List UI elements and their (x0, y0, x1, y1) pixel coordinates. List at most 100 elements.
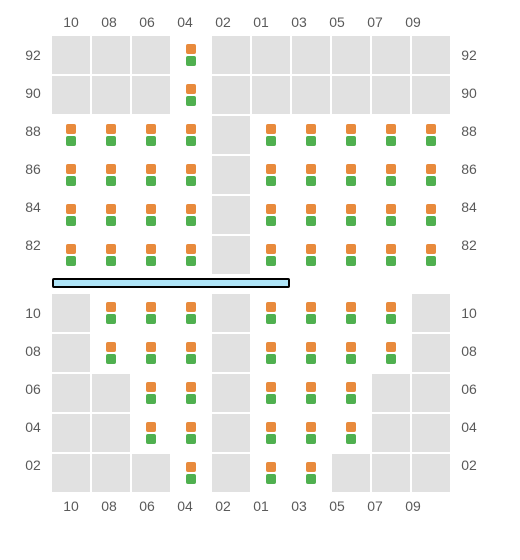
slot-occupied[interactable] (412, 196, 450, 234)
slot-occupied[interactable] (372, 334, 410, 372)
slot-empty (412, 374, 450, 412)
slot-occupied[interactable] (372, 116, 410, 154)
slot-occupied[interactable] (52, 196, 90, 234)
status-indicator-icon (186, 394, 196, 404)
slot-occupied[interactable] (52, 236, 90, 274)
slot-occupied[interactable] (132, 236, 170, 274)
slot-occupied[interactable] (372, 236, 410, 274)
status-indicator-icon (306, 462, 316, 472)
slot-empty (52, 334, 90, 372)
status-indicator-icon (186, 314, 196, 324)
slot-occupied[interactable] (332, 374, 370, 412)
slot-occupied[interactable] (252, 294, 290, 332)
slot-empty (412, 36, 450, 74)
status-indicator-icon (266, 204, 276, 214)
slot-occupied[interactable] (292, 156, 330, 194)
slot-occupied[interactable] (92, 156, 130, 194)
slot-occupied[interactable] (252, 454, 290, 492)
slot-occupied[interactable] (252, 414, 290, 452)
slot-occupied[interactable] (252, 116, 290, 154)
slot-occupied[interactable] (252, 156, 290, 194)
slot-occupied[interactable] (372, 196, 410, 234)
slot-empty (212, 334, 250, 372)
status-indicator-icon (306, 244, 316, 254)
slot-empty (212, 36, 250, 74)
status-indicator-icon (106, 124, 116, 134)
slot-occupied[interactable] (172, 236, 210, 274)
slot-occupied[interactable] (252, 374, 290, 412)
column-label: 03 (280, 492, 318, 520)
slot-occupied[interactable] (292, 116, 330, 154)
status-indicator-icon (146, 124, 156, 134)
slot-occupied[interactable] (292, 334, 330, 372)
row-label: 08 (14, 332, 52, 370)
row-label: 90 (450, 74, 488, 112)
slot-occupied[interactable] (172, 294, 210, 332)
slot-occupied[interactable] (292, 196, 330, 234)
slot-occupied[interactable] (132, 116, 170, 154)
slot-occupied[interactable] (332, 294, 370, 332)
slot-occupied[interactable] (132, 334, 170, 372)
slot-occupied[interactable] (252, 196, 290, 234)
slot-occupied[interactable] (372, 156, 410, 194)
slot-empty (332, 76, 370, 114)
slot-occupied[interactable] (52, 116, 90, 154)
slot-occupied[interactable] (172, 196, 210, 234)
slot-occupied[interactable] (332, 196, 370, 234)
slot-occupied[interactable] (292, 294, 330, 332)
row-label: 90 (14, 74, 52, 112)
slot-occupied[interactable] (92, 294, 130, 332)
slot-occupied[interactable] (332, 236, 370, 274)
slot-occupied[interactable] (132, 196, 170, 234)
row-label: 84 (14, 188, 52, 226)
slot-empty (292, 36, 330, 74)
slot-empty (372, 374, 410, 412)
column-label: 05 (318, 8, 356, 36)
status-indicator-icon (146, 256, 156, 266)
slot-occupied[interactable] (172, 414, 210, 452)
slot-occupied[interactable] (332, 156, 370, 194)
slot-occupied[interactable] (292, 454, 330, 492)
slot-occupied[interactable] (292, 414, 330, 452)
slot-empty (92, 454, 130, 492)
slot-occupied[interactable] (172, 116, 210, 154)
slot-occupied[interactable] (172, 334, 210, 372)
slot-occupied[interactable] (132, 414, 170, 452)
column-label: 09 (394, 8, 432, 36)
slot-empty (252, 76, 290, 114)
slot-occupied[interactable] (372, 294, 410, 332)
slot-occupied[interactable] (132, 294, 170, 332)
status-indicator-icon (426, 256, 436, 266)
slot-empty (412, 76, 450, 114)
column-label: 07 (356, 492, 394, 520)
slot-empty (212, 116, 250, 154)
slot-occupied[interactable] (172, 36, 210, 74)
status-indicator-icon (306, 302, 316, 312)
slot-occupied[interactable] (332, 116, 370, 154)
slot-occupied[interactable] (252, 334, 290, 372)
slot-occupied[interactable] (412, 156, 450, 194)
slot-empty (372, 76, 410, 114)
slot-occupied[interactable] (92, 236, 130, 274)
slot-occupied[interactable] (332, 414, 370, 452)
slot-occupied[interactable] (412, 116, 450, 154)
slot-occupied[interactable] (92, 334, 130, 372)
slot-occupied[interactable] (172, 454, 210, 492)
slot-occupied[interactable] (132, 156, 170, 194)
status-indicator-icon (426, 124, 436, 134)
slot-occupied[interactable] (172, 156, 210, 194)
slot-occupied[interactable] (92, 116, 130, 154)
status-indicator-icon (186, 422, 196, 432)
slot-occupied[interactable] (132, 374, 170, 412)
slot-occupied[interactable] (332, 334, 370, 372)
slot-occupied[interactable] (92, 196, 130, 234)
status-indicator-icon (266, 176, 276, 186)
slot-occupied[interactable] (52, 156, 90, 194)
slot-occupied[interactable] (172, 374, 210, 412)
slot-empty (372, 36, 410, 74)
slot-occupied[interactable] (292, 236, 330, 274)
slot-occupied[interactable] (172, 76, 210, 114)
slot-occupied[interactable] (292, 374, 330, 412)
slot-occupied[interactable] (412, 236, 450, 274)
slot-occupied[interactable] (252, 236, 290, 274)
